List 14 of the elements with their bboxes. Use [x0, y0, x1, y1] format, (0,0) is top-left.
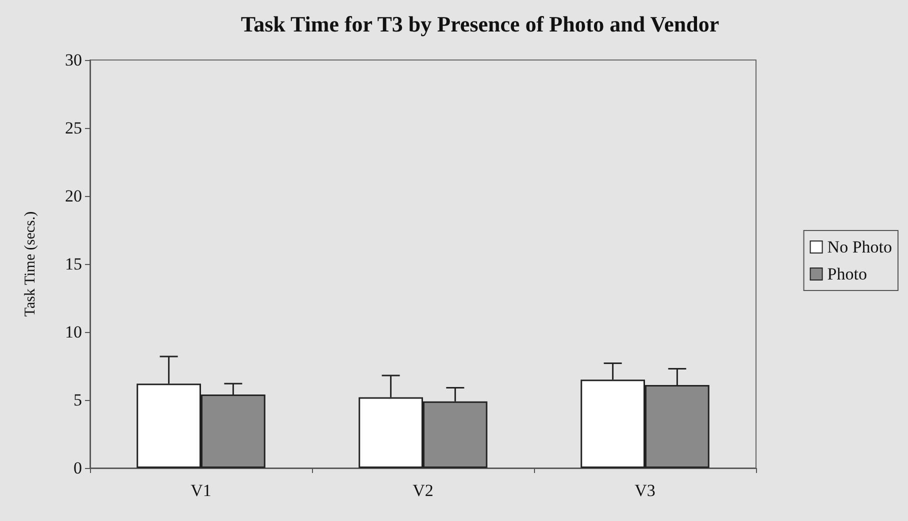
- x-tick-label: V2: [412, 481, 434, 500]
- y-tick-label: 10: [65, 322, 82, 342]
- y-tick-label: 5: [74, 390, 82, 410]
- y-axis-title: Task Time (secs.): [22, 211, 38, 317]
- y-tick-label: 0: [74, 458, 82, 478]
- legend-label: Photo: [827, 264, 867, 284]
- y-tick-label: 15: [65, 254, 82, 274]
- y-tick-label: 30: [65, 50, 82, 70]
- y-tick-label: 20: [65, 186, 82, 206]
- legend-label: No Photo: [827, 238, 892, 256]
- x-tick-label: V3: [634, 481, 656, 500]
- x-tick-label: V1: [190, 481, 212, 500]
- chart-title: Task Time for T3 by Presence of Photo and Vendor: [240, 12, 720, 36]
- y-tick-label: 25: [65, 118, 82, 138]
